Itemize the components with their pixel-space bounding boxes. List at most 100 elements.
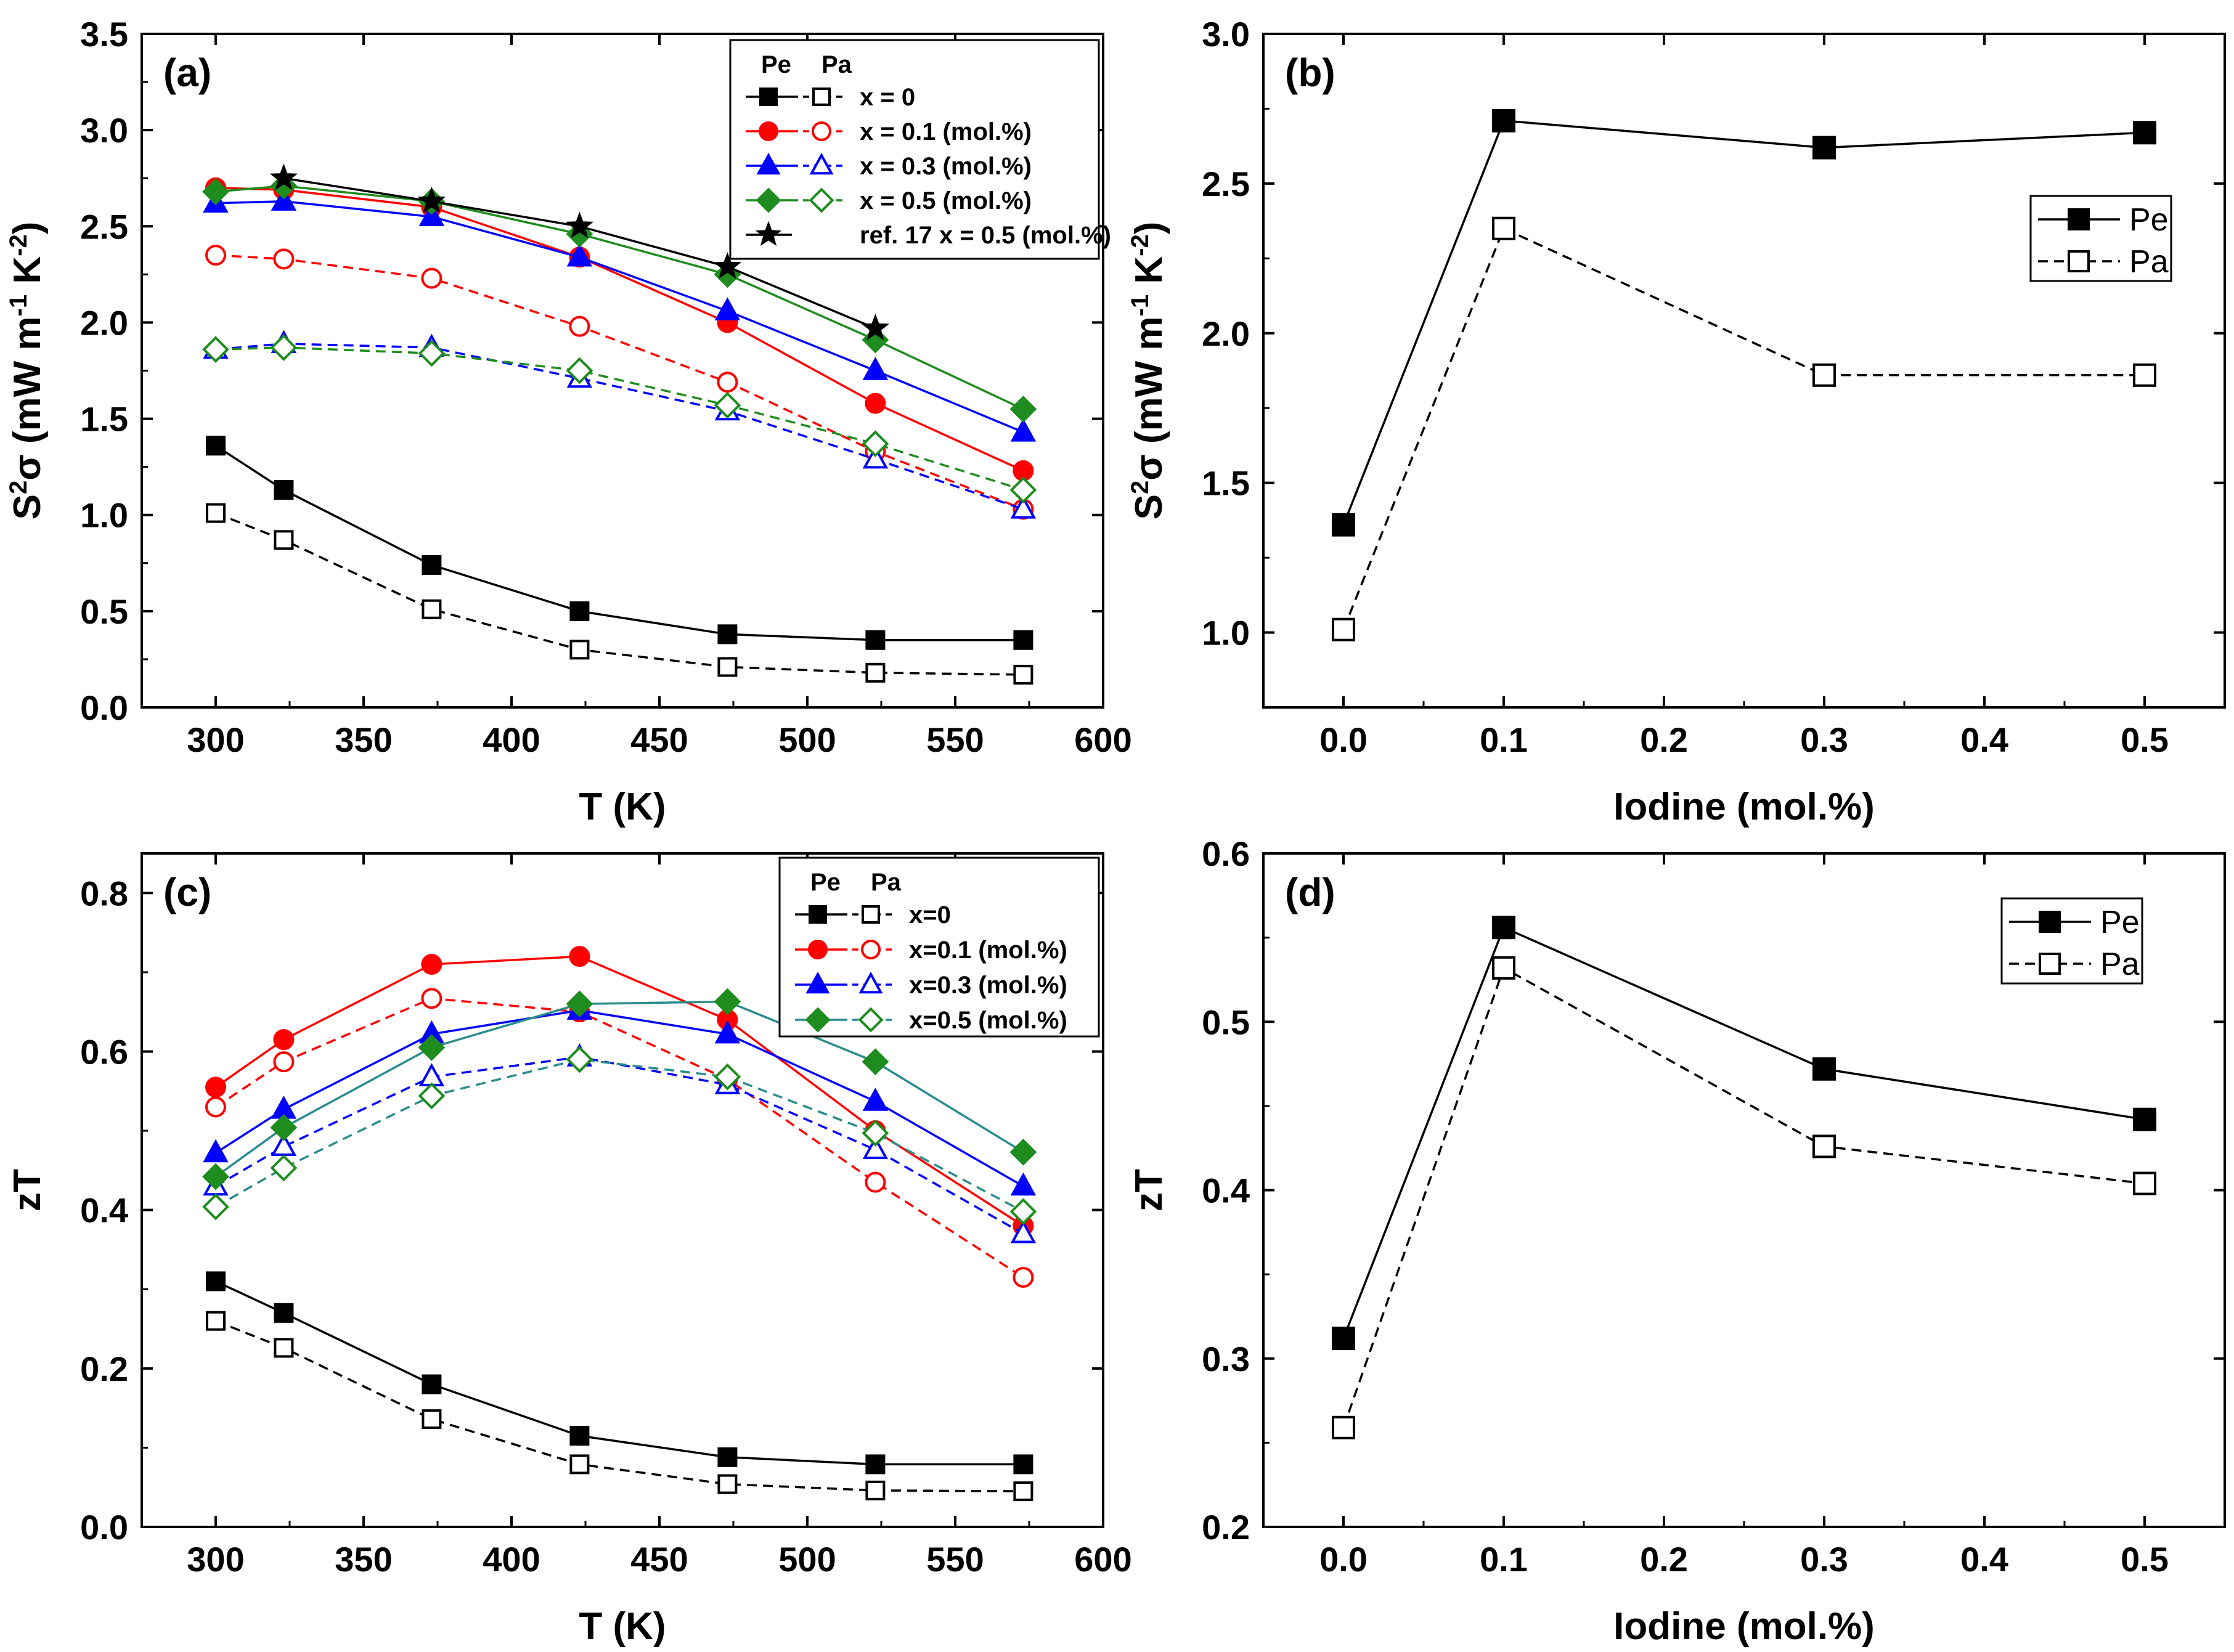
series-line [215,346,1024,491]
x-tick-label: 0.2 [1640,1540,1688,1579]
data-point [865,1171,886,1193]
data-point [2133,363,2156,387]
y-axis-title: zT [1128,1169,1170,1211]
x-tick-label: 0.3 [1800,720,1848,759]
data-point [717,1447,738,1467]
data-point [565,211,594,238]
x-tick-label: 0.5 [2121,720,2169,759]
legend-marker-dashed [812,121,831,141]
data-point [566,243,593,267]
data-point [206,1271,226,1292]
y-tick-label: 0.3 [1202,1340,1250,1378]
data-point [1492,956,1515,980]
y-tick-label: 0.0 [80,1508,128,1547]
legend-marker-solid [759,87,778,106]
data-point [422,599,442,619]
x-tick-label: 0.0 [1319,720,1368,759]
x-tick-label: 300 [187,720,244,759]
data-point [2133,1171,2156,1195]
data-point [422,1409,442,1430]
y-tick-label: 0.6 [80,1032,128,1071]
series-0 [1332,916,2156,1350]
data-point [202,1193,229,1221]
series-line [1342,926,2145,1339]
data-point [274,480,294,500]
series-line [1342,120,2145,526]
legend-label: Pe [2129,202,2169,238]
data-point [861,313,890,341]
panel-label: (a) [163,51,211,95]
y-tick-label: 0.5 [1202,1003,1250,1041]
x-tick-label: 500 [778,720,836,759]
series-6 [202,988,1037,1190]
y-tick-label: 0.2 [80,1349,128,1388]
x-axis-title: Iodine (mol.%) [1613,786,1875,828]
series-3 [205,245,1034,520]
y-axis-title-part: 2 [5,481,32,494]
legend-marker [2068,208,2090,230]
y-tick-label: 0.4 [1202,1171,1250,1210]
data-point [713,252,742,279]
legend-marker-solid [808,940,828,959]
legend-label: x=0.3 (mol.%) [909,972,1067,999]
legend-marker-dashed [809,152,834,175]
legend-label: x = 0.3 (mol.%) [860,153,1032,180]
data-point [421,988,442,1009]
y-tick-label: 2.0 [80,303,128,342]
legend-label: x = 0 [860,84,915,111]
y-axis-title-part: K [6,256,49,295]
data-point [1013,1266,1034,1288]
data-point [205,1076,226,1098]
data-point [862,430,889,458]
series-7 [202,1046,1037,1226]
data-point [1009,1198,1037,1226]
legend-label: ref. 17 x = 0.5 (mol.%) [860,222,1111,249]
legend-label: x=0 [909,901,951,929]
x-tick-label: 0.3 [1800,1540,1848,1579]
data-point [1010,1219,1037,1243]
data-point [862,357,889,380]
data-point [273,1051,295,1073]
data-point [1009,476,1037,503]
data-point [714,1063,741,1091]
data-point [421,267,442,289]
x-tick-label: 400 [483,1540,540,1579]
legend-marker-dashed [861,940,881,959]
data-point [865,630,886,650]
legend-marker [2039,911,2061,933]
legend-marker-dashed [858,1007,884,1033]
data-point [418,1034,446,1061]
x-axis-title: Iodine (mol.%) [1613,1605,1875,1648]
series-line [215,343,1024,510]
data-point [714,297,741,320]
data-point [717,624,738,645]
data-point [273,248,295,270]
data-point [862,1120,889,1147]
data-point [569,946,590,967]
legend-label: x = 0.5 (mol.%) [860,187,1032,214]
y-axis-title: S2σ (mW m-1 K-2) [5,222,49,520]
data-point [206,1311,226,1331]
legend-marker-solid [805,971,830,994]
x-axis-title: T (K) [579,786,666,828]
x-tick-label: 0.1 [1480,720,1528,759]
data-point [566,1046,593,1073]
legend: Pe Pa [2029,195,2172,282]
x-tick-label: 600 [1074,1540,1131,1579]
legend-marker-dashed [809,187,834,213]
data-point [270,1114,298,1141]
legend-label: Pa [2129,244,2169,280]
data-point [1332,1326,1355,1350]
data-point [205,1096,226,1118]
data-point [270,334,298,361]
legend-header-pe: Pe [761,51,791,78]
y-tick-label: 0.5 [80,592,128,631]
data-point [714,988,741,1015]
data-point [569,640,590,660]
legend-box [2029,195,2172,282]
x-tick-label: 550 [926,1540,984,1579]
legend-label: Pe [2100,905,2140,940]
data-point [714,1020,741,1044]
x-tick-label: 450 [630,1540,688,1579]
data-point [273,1029,295,1051]
